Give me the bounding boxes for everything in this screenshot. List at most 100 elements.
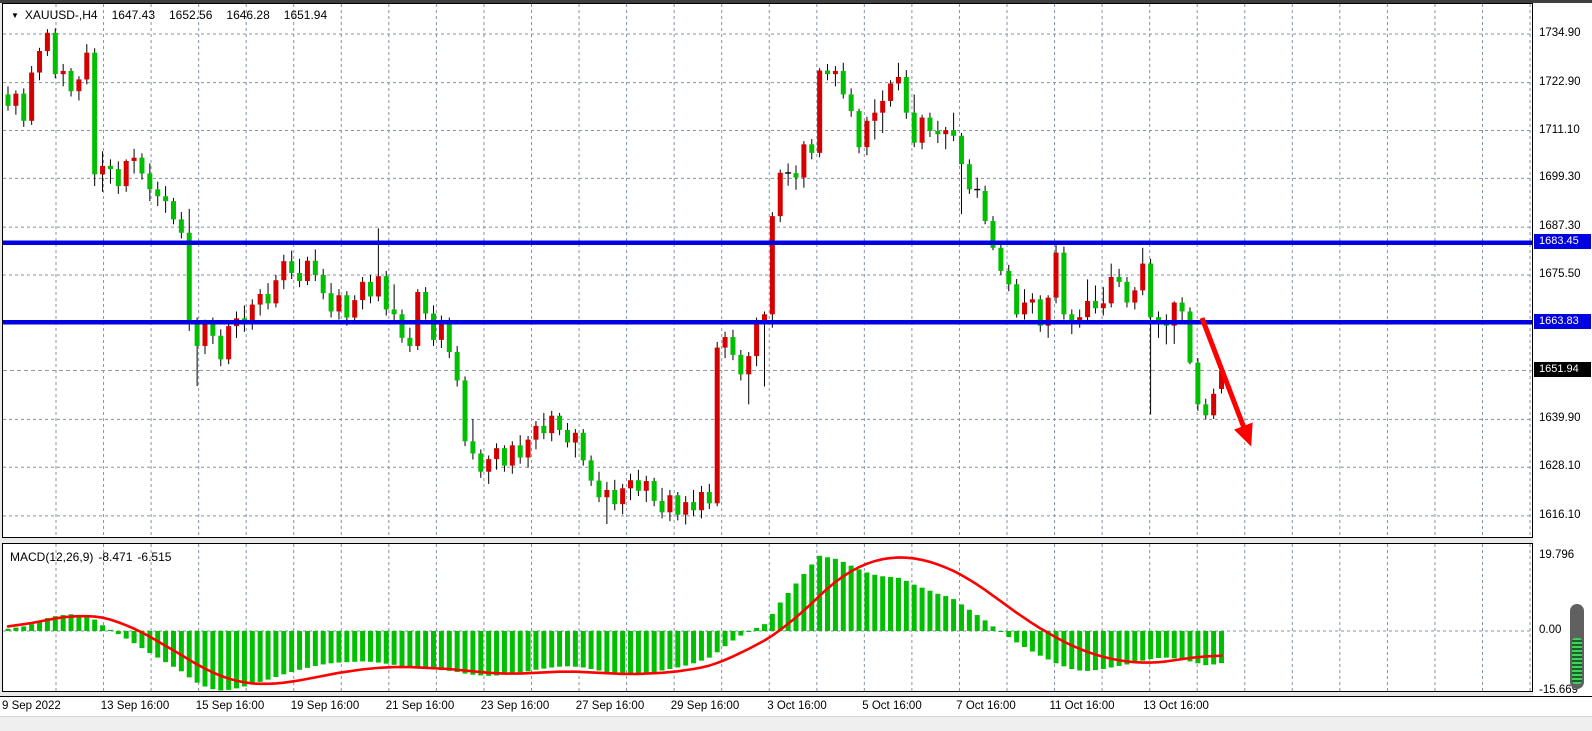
candle-down[interactable]	[462, 380, 468, 442]
macd-bar[interactable]	[777, 602, 783, 632]
macd-bar[interactable]	[533, 631, 539, 670]
candle-up[interactable]	[29, 72, 35, 121]
macd-bar[interactable]	[415, 631, 421, 668]
macd-bar[interactable]	[958, 604, 964, 631]
candle-down[interactable]	[691, 502, 697, 511]
candle-up[interactable]	[754, 323, 760, 357]
macd-bar[interactable]	[5, 628, 11, 631]
candle-down[interactable]	[312, 260, 318, 275]
macd-bar[interactable]	[249, 631, 255, 685]
macd-bar[interactable]	[935, 593, 941, 631]
macd-bar[interactable]	[281, 631, 287, 675]
candle-down[interactable]	[147, 173, 153, 190]
macd-bar[interactable]	[289, 631, 295, 673]
macd-bar[interactable]	[68, 614, 74, 631]
candle-up[interactable]	[604, 489, 610, 498]
macd-bar[interactable]	[1069, 631, 1075, 669]
candle-down[interactable]	[391, 309, 397, 315]
macd-bar[interactable]	[1219, 631, 1225, 664]
macd-bar[interactable]	[273, 631, 279, 677]
candle-down[interactable]	[809, 144, 815, 153]
macd-bar[interactable]	[186, 631, 192, 678]
candle-down[interactable]	[1116, 276, 1122, 282]
candle-up[interactable]	[336, 295, 342, 312]
macd-bar[interactable]	[872, 574, 878, 631]
macd-bar[interactable]	[100, 625, 106, 631]
candle-down[interactable]	[580, 432, 586, 461]
candle-up[interactable]	[683, 502, 689, 515]
candle-down[interactable]	[1195, 362, 1201, 405]
sell-trend-arrow[interactable]	[1199, 317, 1253, 447]
macd-bar[interactable]	[297, 631, 303, 670]
candle-up[interactable]	[415, 291, 421, 346]
candle-down[interactable]	[155, 189, 161, 197]
candle-up[interactable]	[1132, 290, 1138, 303]
macd-bar[interactable]	[628, 631, 634, 675]
candle-up[interactable]	[1045, 297, 1051, 326]
candle-down[interactable]	[927, 117, 933, 131]
candle-up[interactable]	[202, 323, 208, 346]
macd-bar[interactable]	[698, 631, 704, 661]
candle-up[interactable]	[572, 432, 578, 443]
macd-signal-line[interactable]	[6, 556, 1223, 686]
candle-up[interactable]	[123, 160, 129, 187]
candle-up[interactable]	[620, 488, 626, 505]
candle-down[interactable]	[1124, 281, 1130, 303]
candle-up[interactable]	[919, 117, 925, 143]
candle-down[interactable]	[1014, 284, 1020, 315]
macd-bar[interactable]	[549, 631, 555, 668]
macd-bar[interactable]	[470, 631, 476, 675]
macd-bar[interactable]	[1037, 631, 1043, 656]
macd-bar[interactable]	[1077, 631, 1083, 671]
macd-bar[interactable]	[375, 631, 381, 663]
macd-bar[interactable]	[1053, 631, 1059, 664]
macd-bar[interactable]	[336, 631, 342, 663]
doji-bar[interactable]	[785, 172, 792, 174]
candle-up[interactable]	[352, 300, 358, 318]
candle-down[interactable]	[265, 294, 271, 304]
macd-bar[interactable]	[683, 631, 689, 666]
macd-bar[interactable]	[486, 631, 492, 676]
macd-bar[interactable]	[651, 631, 657, 673]
candle-down[interactable]	[951, 130, 957, 136]
candle-down[interactable]	[454, 352, 460, 381]
candle-up[interactable]	[100, 165, 106, 175]
candle-up[interactable]	[1053, 252, 1059, 298]
macd-bar[interactable]	[1195, 631, 1201, 664]
candle-up[interactable]	[533, 425, 539, 440]
candle-down[interactable]	[210, 323, 216, 336]
macd-bar[interactable]	[84, 616, 90, 631]
candle-down[interactable]	[139, 157, 145, 174]
macd-bar[interactable]	[92, 619, 98, 631]
macd-bar[interactable]	[761, 624, 767, 631]
candle-down[interactable]	[1092, 300, 1098, 309]
candle-down[interactable]	[52, 32, 58, 75]
macd-bar[interactable]	[998, 631, 1004, 632]
candle-down[interactable]	[588, 460, 594, 481]
macd-bar[interactable]	[1211, 631, 1217, 665]
macd-bar[interactable]	[155, 631, 161, 658]
candle-down[interactable]	[982, 190, 988, 222]
macd-bar[interactable]	[706, 631, 712, 658]
macd-bar[interactable]	[210, 631, 216, 690]
macd-bar[interactable]	[911, 584, 917, 631]
macd-bar[interactable]	[635, 631, 641, 674]
candle-down[interactable]	[1148, 263, 1154, 318]
candle-down[interactable]	[1179, 302, 1185, 312]
macd-bar[interactable]	[1061, 631, 1067, 667]
macd-bar[interactable]	[1029, 631, 1035, 652]
macd-bar[interactable]	[809, 564, 815, 632]
candle-up[interactable]	[722, 337, 728, 348]
candle-down[interactable]	[107, 165, 113, 170]
candle-up[interactable]	[1085, 300, 1091, 318]
candle-up[interactable]	[13, 93, 19, 106]
candle-up[interactable]	[943, 130, 949, 135]
macd-bar[interactable]	[320, 631, 326, 665]
macd-bar[interactable]	[344, 631, 350, 663]
macd-bar[interactable]	[178, 631, 184, 672]
macd-bar[interactable]	[1171, 631, 1177, 659]
macd-bar[interactable]	[1132, 631, 1138, 663]
macd-bar[interactable]	[517, 631, 523, 673]
candle-down[interactable]	[1187, 311, 1193, 363]
candle-down[interactable]	[478, 453, 484, 472]
